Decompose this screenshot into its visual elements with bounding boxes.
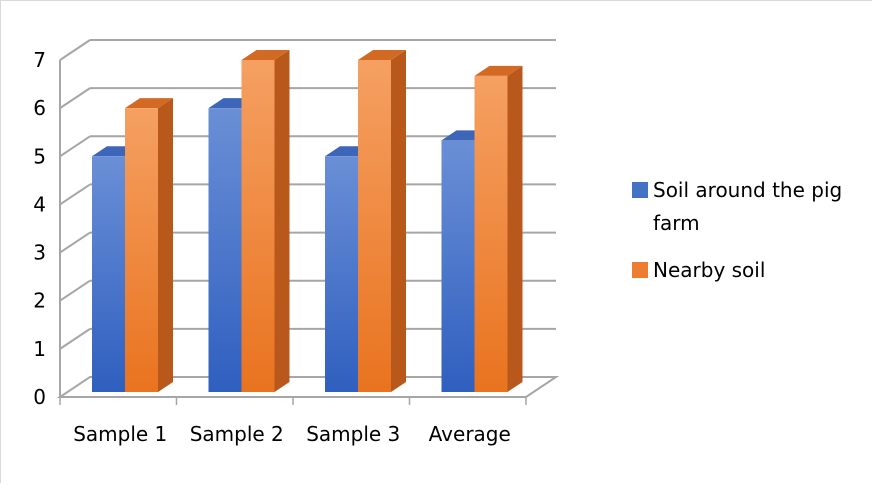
legend-label: Soil around the pig [653,178,842,202]
bar-top [241,50,290,60]
bar [358,50,406,392]
bar-front [325,156,358,392]
bar-front [358,60,391,392]
bar-front [208,108,242,393]
bar [125,98,173,393]
gridline-side [59,183,91,206]
bar-side [507,65,523,392]
gridline-side [59,135,91,158]
legend: Soil around the pig farm Nearby soil [632,178,842,282]
gridline-side [59,39,91,61]
y-tick-label: 0 [33,385,46,409]
y-tick-label: 7 [33,48,46,72]
legend-label: Nearby soil [653,258,765,282]
y-tick-label: 4 [33,192,46,216]
y-tick-label: 1 [33,337,46,361]
tick-labels: 0 1 2 3 4 5 6 7 Sample 1 Sample 2 Sample 3 Average [33,48,511,446]
x-tick-label: Sample 1 [73,422,167,446]
bar [241,50,290,392]
x-tick-label: Sample 3 [306,422,400,446]
bar-front [125,108,158,393]
y-tick-label: 2 [33,289,46,313]
gridline-side [59,279,91,302]
legend-label: farm [653,211,700,235]
bar-front [92,156,125,392]
floor [56,376,560,398]
bar-side [274,50,290,392]
x-tick-label: Average [429,422,511,446]
legend-swatch [632,182,648,198]
bar-front [474,75,508,392]
gridline-side [59,87,91,109]
bar-top [474,65,523,76]
bars-layer [92,50,523,393]
bar-top [125,98,173,109]
bar-side [391,50,406,392]
bar [474,65,523,392]
gridline-side [59,231,91,254]
x-tick-label: Sample 2 [190,422,284,446]
gridline-side [59,328,91,350]
bar-front [441,140,475,392]
bar-front [241,60,275,392]
axis-layer [56,60,560,405]
bar-top [358,50,406,60]
y-tick-label: 5 [33,144,46,168]
y-tick-label: 6 [33,96,46,120]
bar-side [158,98,173,393]
legend-swatch [632,262,648,278]
y-tick-label: 3 [33,241,46,265]
